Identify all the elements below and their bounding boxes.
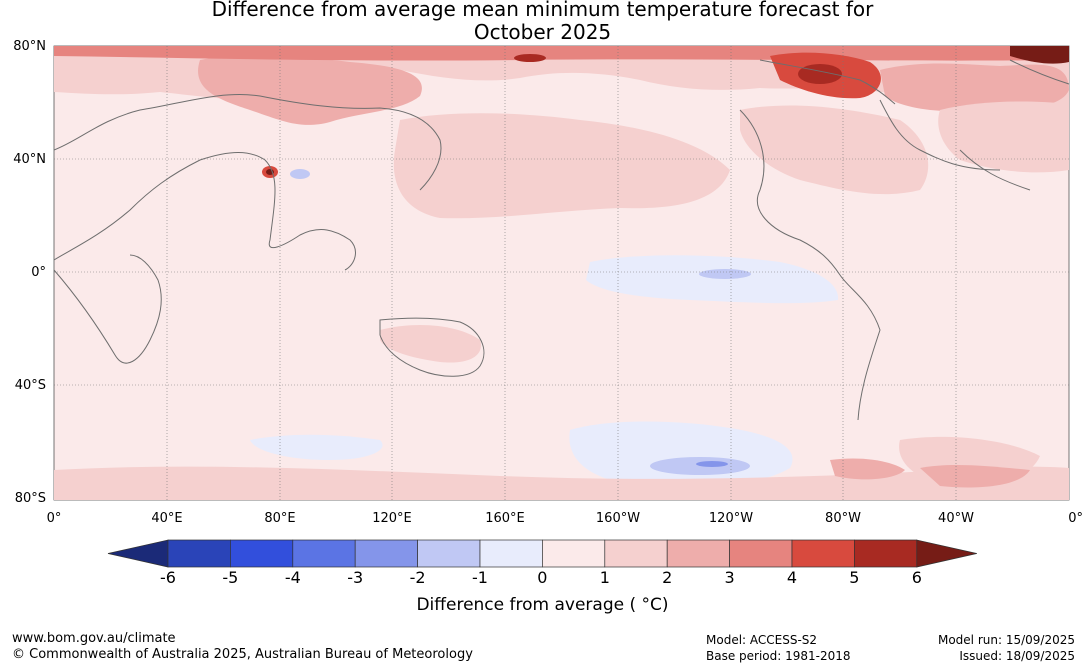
colorbar-bin (542, 539, 606, 568)
lon-label-120w: 120°W (708, 511, 754, 526)
colorbar-bin (854, 539, 918, 568)
colorbar-bin (604, 539, 668, 568)
footer-model: Model: ACCESS-S2 (706, 633, 818, 647)
anomaly-region-north-america (740, 105, 929, 195)
lon-label-0: 0° (46, 511, 62, 526)
lon-label-120e: 120°E (372, 511, 412, 526)
anomaly-region-enso-cool (586, 255, 839, 304)
colorbar-extend-high (916, 539, 977, 568)
lon-label-160w: 160°W (595, 511, 641, 526)
colorbar-tick-label: -4 (284, 568, 301, 587)
anomaly-region-south-pacific-core (650, 457, 750, 475)
lat-label-80n: 80°N (13, 39, 46, 54)
colorbar-tick-label: -5 (222, 568, 239, 587)
anomaly-region-siberia (198, 55, 422, 125)
anomaly-region-enso-core (699, 269, 751, 279)
colorbar-bin (666, 539, 730, 568)
colorbar-bin (292, 539, 356, 568)
anomaly-region-north-pacific (393, 113, 730, 219)
colorbar-tick-label: -6 (160, 568, 176, 587)
map-background (53, 45, 1070, 501)
colorbar-tick-label: 1 (599, 568, 610, 587)
anomaly-region-tibet-cool (290, 169, 310, 179)
anomaly-region-drake (830, 458, 905, 480)
colorbar-tick-label: 6 (911, 568, 922, 587)
lon-label-0-east: 0° (1068, 511, 1083, 526)
lon-label-40e: 40°E (151, 511, 183, 526)
lon-label-160e: 160°E (485, 511, 525, 526)
anomaly-region-weddell (920, 464, 1030, 488)
colorbar-bin (167, 539, 231, 568)
lat-label-80s: 80°S (14, 491, 46, 506)
anomaly-region-south-indian-cool (250, 434, 383, 460)
lat-label-40n: 40°N (13, 152, 46, 167)
lon-label-40w: 40°W (938, 511, 974, 526)
footer-copyright: © Commonwealth of Australia 2025, Austra… (12, 647, 473, 662)
colorbar-tick-label: -2 (409, 568, 426, 587)
footer-base-period: Base period: 1981-2018 (706, 649, 851, 663)
colorbar-tick-label: -3 (347, 568, 364, 587)
map-title-line1: Difference from average mean minimum tem… (211, 0, 874, 21)
colorbar-bin (791, 539, 855, 568)
graticule (54, 46, 1069, 500)
footer-issued: Issued: 18/09/2025 (959, 649, 1075, 663)
anomaly-region-kara-hot (514, 54, 546, 62)
colorbar-extend-low (107, 539, 169, 568)
lat-label-0: 0° (31, 265, 46, 280)
anomaly-region-australia (380, 325, 481, 363)
anomaly-region-north-atlantic (880, 63, 1069, 112)
colorbar-tick-label: 4 (786, 568, 798, 587)
anomaly-region-top-band (54, 46, 1069, 61)
anomaly-region-north-atlantic-mid (938, 101, 1069, 173)
coastlines (53, 59, 1070, 421)
colorbar-tick-label: -1 (472, 568, 488, 587)
colorbar-tick-label: 5 (849, 568, 860, 587)
colorbar-tick-label: 2 (662, 568, 673, 587)
colorbar (107, 539, 977, 568)
lat-label-40s: 40°S (14, 378, 46, 393)
colorbar-label: Difference from average ( °C) (416, 595, 669, 615)
footer-website[interactable]: www.bom.gov.au/climate (12, 631, 176, 646)
anomaly-region-southern-ocean-band (54, 466, 1069, 500)
anomaly-region-south-pacific-centre (696, 461, 728, 467)
lon-label-80w: 80°W (825, 511, 861, 526)
anomaly-region-arctic-hot (1010, 46, 1069, 64)
colorbar-bin (479, 539, 543, 568)
colorbar-bin (729, 539, 793, 568)
footer-model-run: Model run: 15/09/2025 (937, 633, 1075, 647)
lon-label-80e: 80°E (264, 511, 296, 526)
map-title-line2: October 2025 (473, 20, 612, 44)
colorbar-tick-label: 0 (537, 568, 548, 587)
colorbar-tick-label: 3 (724, 568, 735, 587)
colorbar-bin (417, 539, 481, 568)
colorbar-bin (230, 539, 294, 568)
colorbar-bin (354, 539, 418, 568)
